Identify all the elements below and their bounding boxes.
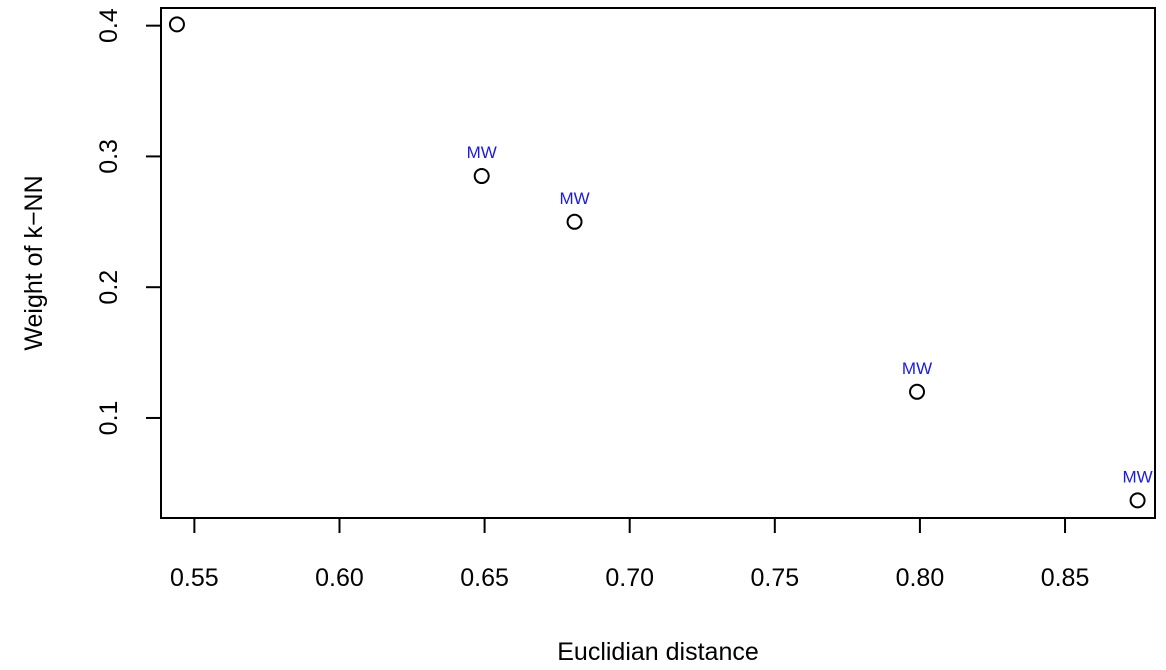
x-tick-label: 0.55	[170, 564, 219, 592]
data-point	[168, 16, 185, 33]
x-tick-label: 0.75	[750, 564, 799, 592]
point-label: MW	[902, 359, 932, 378]
y-tick-label: 0.3	[95, 139, 123, 174]
y-tick-label: 0.4	[95, 8, 123, 43]
data-point	[1129, 492, 1146, 509]
x-axis: 0.55 0.60 0.65 0.70 0.75 0.80 0.85	[170, 517, 1090, 592]
x-axis-title: Euclidian distance	[557, 638, 759, 666]
y-axis-title: Weight of k−NN	[20, 175, 48, 350]
point-label: MW	[559, 189, 589, 208]
x-tick-label: 0.80	[896, 564, 945, 592]
data-point	[473, 168, 490, 185]
point-label: MW	[467, 143, 497, 162]
y-tick-label: 0.1	[95, 401, 123, 436]
point-label: MW	[1122, 467, 1152, 486]
data-points: MW MW MW MW	[168, 16, 1153, 509]
data-point	[566, 213, 583, 230]
y-axis: 0.1 0.2 0.3 0.4	[95, 8, 162, 436]
x-tick-label: 0.60	[315, 564, 364, 592]
x-tick-label: 0.70	[605, 564, 654, 592]
plot-frame	[160, 7, 1156, 519]
x-tick-label: 0.65	[460, 564, 509, 592]
data-point	[909, 383, 926, 400]
y-tick-label: 0.2	[95, 270, 123, 305]
x-tick-label: 0.85	[1041, 564, 1090, 592]
